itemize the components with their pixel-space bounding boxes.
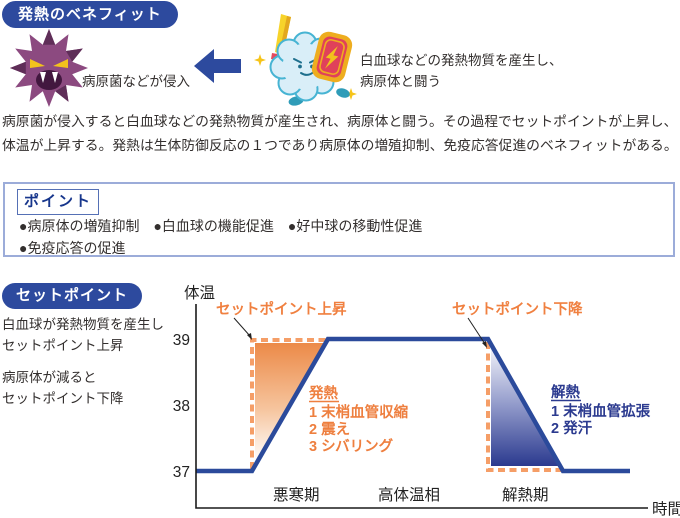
- setpoint-note-1: 白血球が発熱物質を産生し セットポイント上昇: [2, 315, 164, 356]
- sparkle-icon: [254, 54, 266, 66]
- defervescence-title: 解熱: [551, 383, 580, 401]
- white-blood-cell-icon: [254, 14, 357, 106]
- wbc-caption: 白血球などの発熱物質を産生し、 病原体と闘う: [360, 50, 563, 92]
- fever-item-2: 2 震え: [309, 420, 350, 438]
- intro-paragraph-line1: 病原菌が侵入すると白血球などの発熱物質が産生され、病原体と闘う。その過程でセット…: [2, 114, 678, 129]
- defervescence-item-1: 1 末梢血管拡張: [551, 402, 651, 420]
- y-axis-label: 体温: [184, 284, 215, 302]
- left-arrow-icon: [194, 49, 241, 83]
- phase-label-chill: 悪寒期: [273, 485, 320, 504]
- shield-icon: [311, 31, 353, 83]
- y-tick-38: 38: [173, 398, 190, 415]
- setpoint-note1-line2: セットポイント上昇: [2, 337, 124, 353]
- setpoint-rise-label: セットポイント上昇: [216, 300, 347, 318]
- intro-paragraph-line2: 体温が上昇する。発熱は生体防御反応の１つであり病原体の増殖抑制、免疫応答促進のベ…: [2, 138, 678, 153]
- x-axis-label: 時間: [652, 500, 680, 518]
- points-box: ポイント ●病原体の増殖抑制 ●白血球の機能促進 ●好中球の移動性促進 ●免疫応…: [3, 182, 675, 257]
- virus-icon: [10, 29, 88, 107]
- setpoint-rise-pointer: [233, 317, 251, 337]
- phase-label-hyperthermia: 高体温相: [378, 486, 440, 504]
- phase-label-defervescence: 解熱期: [502, 486, 549, 504]
- setpoint-rise-pointer-head: [247, 333, 252, 340]
- setpoint-fall-dashed-line: [486, 342, 561, 472]
- defervescence-item-2: 2 発汗: [551, 419, 593, 437]
- setpoint-fall-pointer: [467, 317, 486, 345]
- temperature-chart: 体温 時間 39 38 37 悪寒期 高体温相 解熱期 セットポイント上昇 セッ…: [173, 284, 680, 518]
- chart-axes: [195, 304, 648, 509]
- fever-item-1: 1 末梢血管収縮: [309, 403, 409, 421]
- setpoint-badge: セットポイント: [2, 283, 143, 309]
- virus-caption: 病原菌などが侵入: [82, 74, 190, 89]
- temperature-line: [196, 336, 630, 474]
- setpoint-note2-line1: 病原体が減ると: [2, 370, 97, 385]
- setpoint-note-2: 病原体が減ると セットポイント下降: [2, 368, 124, 409]
- fever-item-3: 3 シバリング: [309, 437, 394, 455]
- setpoint-note2-line2: セットポイント下降: [2, 390, 124, 406]
- intro-paragraph: 病原菌が侵入すると白血球などの発熱物質が産生され、病原体と闘う。その過程でセット…: [2, 110, 678, 158]
- y-tick-37: 37: [173, 464, 190, 481]
- wbc-caption-line1: 白血球などの発熱物質を産生し、: [360, 53, 563, 68]
- title-badge: 発熱のベネフィット: [2, 1, 178, 28]
- fever-title: 発熱: [308, 384, 338, 402]
- points-row-2: ●免疫応答の促進: [19, 240, 126, 256]
- points-box-title: ポイント: [17, 189, 99, 215]
- setpoint-note1-line1: 白血球が発熱物質を産生し: [2, 317, 164, 332]
- y-tick-39: 39: [173, 332, 190, 349]
- wbc-caption-line2: 病原体と闘う: [360, 74, 441, 89]
- points-row-1: ●病原体の増殖抑制 ●白血球の機能促進 ●好中球の移動性促進: [19, 218, 423, 234]
- sparkle-icon: [345, 88, 357, 100]
- setpoint-fall-pointer-head: [482, 341, 487, 348]
- setpoint-fall-label: セットポイント下降: [452, 300, 583, 318]
